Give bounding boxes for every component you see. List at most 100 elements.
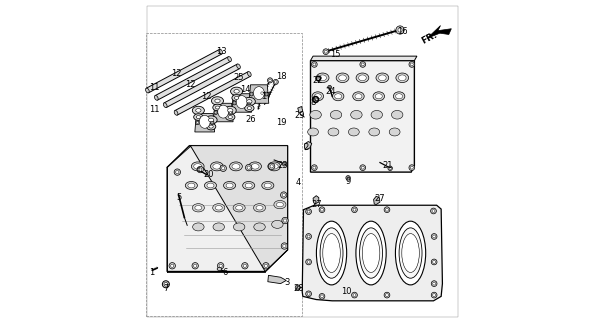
Circle shape bbox=[281, 243, 288, 249]
Circle shape bbox=[283, 163, 285, 165]
Ellipse shape bbox=[146, 88, 149, 93]
Circle shape bbox=[346, 176, 350, 180]
Circle shape bbox=[174, 169, 180, 175]
Text: 2: 2 bbox=[304, 143, 309, 152]
Ellipse shape bbox=[174, 110, 178, 115]
Circle shape bbox=[195, 121, 199, 124]
Text: 23: 23 bbox=[277, 161, 288, 170]
Text: 12: 12 bbox=[202, 92, 212, 101]
Circle shape bbox=[269, 79, 271, 82]
Ellipse shape bbox=[209, 125, 213, 128]
Ellipse shape bbox=[254, 87, 264, 100]
Circle shape bbox=[169, 263, 175, 269]
Circle shape bbox=[283, 219, 287, 222]
Text: 19: 19 bbox=[276, 118, 287, 127]
Circle shape bbox=[431, 292, 437, 298]
Ellipse shape bbox=[396, 73, 409, 83]
Ellipse shape bbox=[232, 95, 241, 101]
Ellipse shape bbox=[254, 223, 265, 231]
Ellipse shape bbox=[163, 103, 167, 108]
Ellipse shape bbox=[328, 128, 339, 136]
Polygon shape bbox=[268, 275, 287, 284]
Circle shape bbox=[431, 281, 437, 286]
Circle shape bbox=[197, 166, 203, 173]
Circle shape bbox=[351, 292, 358, 298]
Circle shape bbox=[306, 291, 311, 297]
Ellipse shape bbox=[215, 205, 222, 210]
Text: 14: 14 bbox=[240, 85, 251, 94]
Ellipse shape bbox=[205, 116, 217, 124]
Text: FR.: FR. bbox=[420, 30, 439, 45]
Circle shape bbox=[433, 282, 436, 285]
Circle shape bbox=[431, 234, 437, 239]
Ellipse shape bbox=[351, 110, 362, 119]
Circle shape bbox=[347, 177, 349, 179]
Ellipse shape bbox=[215, 99, 220, 103]
Ellipse shape bbox=[243, 97, 256, 106]
Ellipse shape bbox=[268, 162, 280, 171]
Ellipse shape bbox=[229, 162, 242, 171]
Polygon shape bbox=[232, 94, 251, 112]
Text: 28: 28 bbox=[293, 284, 304, 292]
Circle shape bbox=[410, 63, 413, 66]
Ellipse shape bbox=[312, 92, 324, 101]
Text: 27: 27 bbox=[375, 194, 385, 204]
Ellipse shape bbox=[185, 181, 197, 189]
Ellipse shape bbox=[218, 105, 229, 118]
Circle shape bbox=[306, 209, 311, 214]
Text: 24: 24 bbox=[325, 87, 336, 96]
Ellipse shape bbox=[219, 49, 223, 54]
Circle shape bbox=[282, 194, 285, 197]
Text: 11: 11 bbox=[149, 83, 160, 92]
Circle shape bbox=[328, 85, 331, 89]
Circle shape bbox=[274, 81, 277, 83]
Circle shape bbox=[280, 192, 287, 198]
Ellipse shape bbox=[211, 97, 223, 105]
Ellipse shape bbox=[392, 110, 403, 119]
Circle shape bbox=[384, 207, 390, 212]
Ellipse shape bbox=[396, 94, 402, 99]
Text: 1: 1 bbox=[149, 268, 154, 277]
Circle shape bbox=[249, 92, 254, 96]
Circle shape bbox=[247, 101, 251, 105]
Circle shape bbox=[307, 235, 310, 238]
Circle shape bbox=[229, 112, 231, 114]
Circle shape bbox=[328, 86, 331, 88]
Circle shape bbox=[361, 63, 364, 66]
Circle shape bbox=[211, 122, 213, 124]
Circle shape bbox=[264, 264, 268, 268]
Circle shape bbox=[194, 264, 197, 268]
Ellipse shape bbox=[336, 73, 349, 83]
Circle shape bbox=[432, 210, 435, 212]
Polygon shape bbox=[313, 196, 319, 204]
Ellipse shape bbox=[231, 87, 243, 95]
Circle shape bbox=[385, 294, 388, 297]
Polygon shape bbox=[213, 103, 233, 122]
Circle shape bbox=[263, 263, 269, 269]
Text: 18: 18 bbox=[276, 72, 287, 81]
Ellipse shape bbox=[393, 92, 405, 101]
Ellipse shape bbox=[389, 128, 400, 136]
Ellipse shape bbox=[308, 128, 319, 136]
Text: 12: 12 bbox=[185, 80, 195, 89]
Ellipse shape bbox=[236, 205, 243, 210]
Ellipse shape bbox=[398, 75, 406, 81]
Circle shape bbox=[385, 208, 388, 211]
Text: 4: 4 bbox=[296, 178, 301, 187]
Circle shape bbox=[311, 165, 317, 171]
Circle shape bbox=[384, 292, 390, 298]
Text: 7: 7 bbox=[163, 284, 169, 293]
Circle shape bbox=[242, 263, 248, 269]
Ellipse shape bbox=[310, 110, 321, 119]
Circle shape bbox=[353, 294, 356, 297]
Ellipse shape bbox=[228, 57, 231, 61]
Circle shape bbox=[214, 111, 218, 115]
Ellipse shape bbox=[192, 106, 205, 115]
Ellipse shape bbox=[262, 181, 274, 189]
Ellipse shape bbox=[195, 205, 202, 210]
Circle shape bbox=[430, 208, 436, 214]
Circle shape bbox=[283, 244, 286, 248]
Ellipse shape bbox=[224, 106, 236, 115]
Circle shape bbox=[247, 166, 250, 169]
Circle shape bbox=[273, 79, 279, 84]
